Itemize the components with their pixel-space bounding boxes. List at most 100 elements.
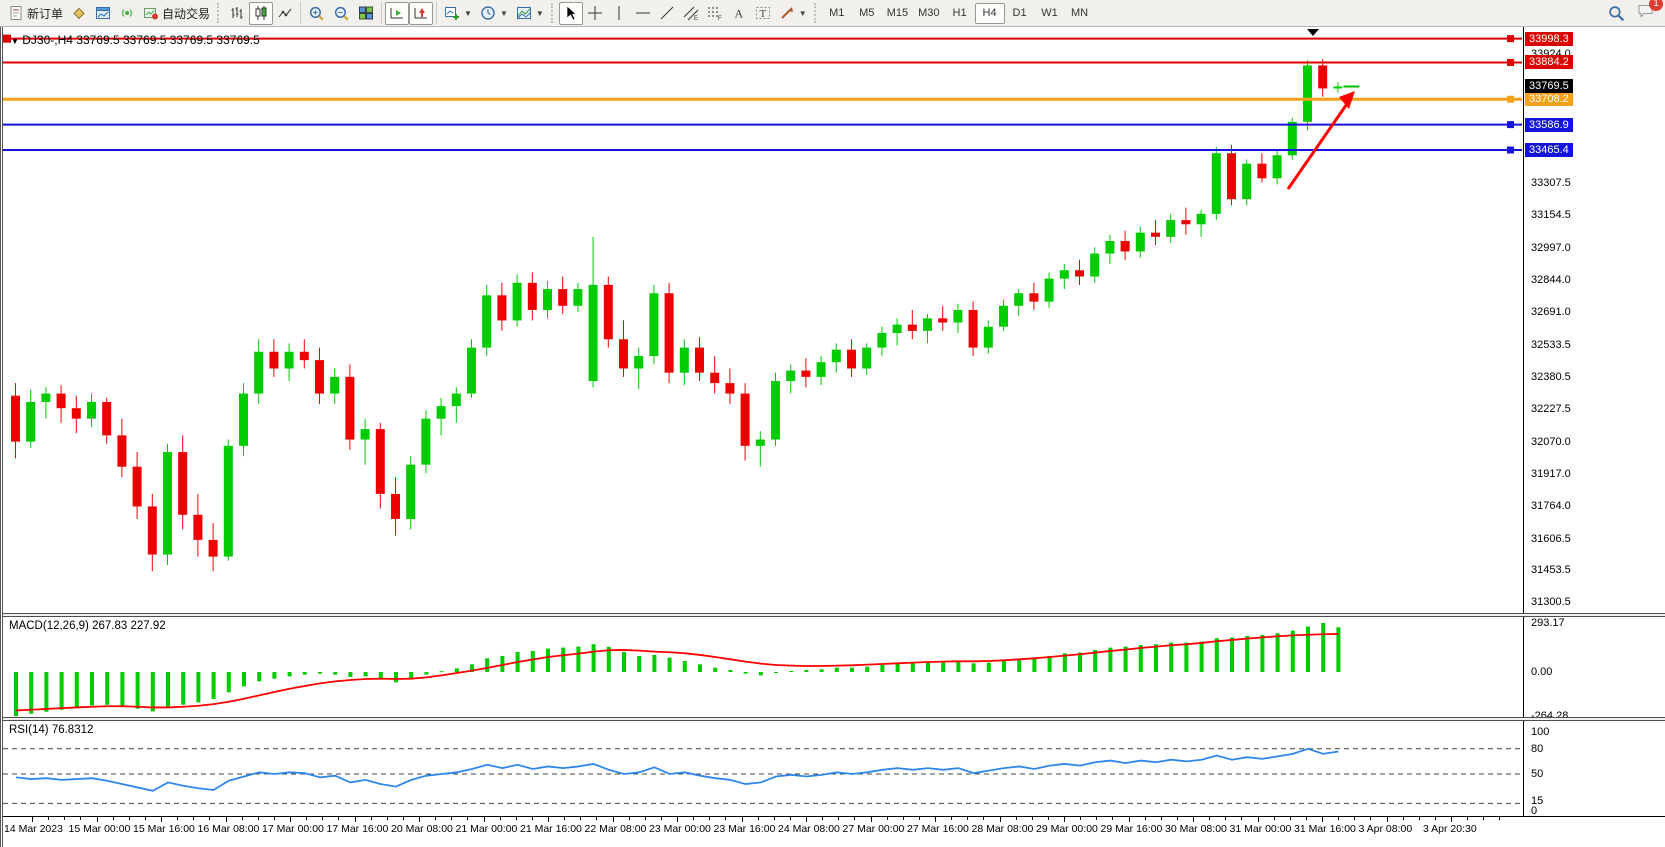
dropdown-arrow-icon: ▼ — [535, 8, 544, 18]
timeframe-button-m15[interactable]: M15 — [882, 3, 913, 24]
time-tick-mark — [548, 817, 549, 822]
candle-body — [907, 324, 917, 331]
candle-body — [1090, 253, 1100, 277]
macd-histogram-bar — [1062, 653, 1067, 672]
new-order-button[interactable]: 新订单 — [4, 2, 67, 25]
candle-body — [588, 284, 598, 382]
toolbar-grip — [550, 3, 556, 23]
line-chart-button[interactable] — [273, 2, 297, 25]
zoom-out-button[interactable] — [329, 2, 354, 25]
chart-window[interactable]: ▼ DJ30-,H4 33769.5 33769.5 33769.5 33769… — [0, 27, 1665, 847]
equidistant-channel-button[interactable]: E — [679, 2, 703, 25]
vertical-line-button[interactable] — [607, 2, 631, 25]
text-label-button[interactable]: T — [751, 2, 775, 25]
macd-histogram-bar — [758, 672, 763, 676]
macd-histogram-bar — [910, 663, 915, 672]
ohlc-collapse-icon[interactable]: ▼ — [11, 37, 19, 46]
panel-splitter-macd[interactable] — [3, 613, 1665, 617]
time-tick-mark — [628, 817, 630, 820]
timeframe-button-h4[interactable]: H4 — [974, 2, 1005, 24]
panel-splitter-rsi[interactable] — [3, 717, 1665, 721]
chart-shift-button[interactable] — [409, 1, 434, 25]
market-watch-button[interactable] — [67, 2, 91, 25]
candle-body — [1227, 153, 1236, 200]
timeframe-button-w1[interactable]: W1 — [1035, 3, 1065, 24]
template-icon — [516, 7, 531, 19]
text-label-icon: T — [755, 7, 770, 20]
candle-body — [1211, 153, 1221, 214]
candle-body — [527, 282, 537, 310]
alerts-button[interactable] — [115, 2, 139, 25]
macd-histogram-bar — [1245, 635, 1250, 672]
price-scale[interactable]: 33924.0 33307.5 33154.5 32997.0 32844.0 32691… — [1523, 27, 1665, 817]
autotrading-button[interactable]: 自动交易 — [139, 2, 214, 25]
tile-windows-button[interactable] — [354, 2, 378, 25]
macd-histogram-bar — [318, 672, 322, 674]
price-line-badge: 33708.2 — [1525, 92, 1573, 107]
cursor-button[interactable] — [558, 1, 583, 25]
bar-chart-button[interactable] — [225, 2, 249, 25]
candle-body — [102, 401, 112, 436]
arrows-button[interactable]: ▼ — [775, 2, 811, 25]
candle-body — [1287, 121, 1297, 156]
time-scale[interactable]: 14 Mar 2023 15 Mar 00:00 15 Mar 16:00 16 Ma… — [3, 816, 1665, 847]
rsi-scale-label: 0 — [1531, 805, 1538, 817]
timeframe-button-m1[interactable]: M1 — [822, 3, 852, 24]
fibonacci-button[interactable]: F — [703, 2, 727, 25]
text-button[interactable]: A — [727, 2, 751, 25]
time-tick-label: 22 Mar 08:00 — [584, 823, 647, 835]
time-tick-label: 24 Mar 08:00 — [778, 823, 840, 835]
auto-scroll-button[interactable] — [385, 1, 410, 25]
time-tick-mark — [1354, 817, 1356, 820]
time-tick-mark — [612, 817, 614, 822]
candle-body — [147, 506, 157, 555]
horizontal-line-icon — [635, 12, 650, 14]
rsi-line — [15, 747, 1339, 792]
time-tick-mark — [870, 817, 872, 822]
hline-right-handle — [1507, 95, 1514, 103]
candle-body — [725, 383, 735, 394]
chart-window-icon — [96, 7, 111, 19]
macd-histogram-bar — [926, 662, 930, 672]
chat-button[interactable]: 1 — [1637, 0, 1663, 24]
timeframe-button-mn[interactable]: MN — [1065, 3, 1095, 24]
macd-histogram-bar — [150, 672, 155, 712]
timeframe-button-m5[interactable]: M5 — [852, 3, 882, 24]
dropdown-arrow-icon: ▼ — [499, 8, 508, 18]
time-tick-mark — [370, 817, 372, 820]
candle-body — [983, 326, 993, 348]
candle-body — [421, 418, 431, 465]
time-tick-mark — [1370, 817, 1372, 820]
zoom-in-button[interactable] — [304, 2, 329, 25]
new-chart-button[interactable]: ▼ — [440, 2, 476, 25]
macd-histogram-bar — [561, 647, 566, 672]
macd-histogram-bar — [1123, 646, 1128, 672]
macd-histogram-bar — [44, 672, 49, 712]
macd-histogram-bar — [424, 672, 429, 675]
timeframe-button-m30[interactable]: M30 — [913, 3, 944, 24]
time-tick-label: 14 Mar 2023 — [4, 823, 63, 835]
symbol-ohlc-text: DJ30-,H4 33769.5 33769.5 33769.5 33769.5 — [22, 33, 260, 47]
crosshair-button[interactable] — [583, 2, 607, 25]
time-tick-mark — [999, 817, 1001, 822]
candle-body — [1242, 163, 1252, 200]
periods-button[interactable]: ▼ — [476, 2, 512, 25]
chart-canvas[interactable] — [3, 27, 1665, 816]
time-tick-mark — [177, 817, 179, 820]
trendline-button[interactable] — [655, 2, 679, 25]
macd-histogram-bar — [667, 657, 672, 672]
macd-histogram-bar — [850, 667, 854, 672]
timeframe-button-h1[interactable]: H1 — [945, 3, 975, 24]
timeframe-button-d1[interactable]: D1 — [1005, 3, 1035, 24]
search-button[interactable] — [1604, 2, 1629, 25]
candle-body — [436, 406, 446, 419]
templates-button[interactable]: ▼ — [512, 2, 548, 25]
candle-body — [999, 305, 1008, 327]
hline-right-handle — [1507, 146, 1514, 154]
chart-window-button[interactable] — [91, 2, 115, 25]
candlestick-chart-button[interactable] — [249, 1, 274, 25]
time-tick-mark — [1047, 817, 1049, 820]
line-chart-icon — [278, 8, 292, 18]
macd-histogram-bar — [1032, 658, 1037, 672]
horizontal-line-button[interactable] — [631, 2, 655, 25]
